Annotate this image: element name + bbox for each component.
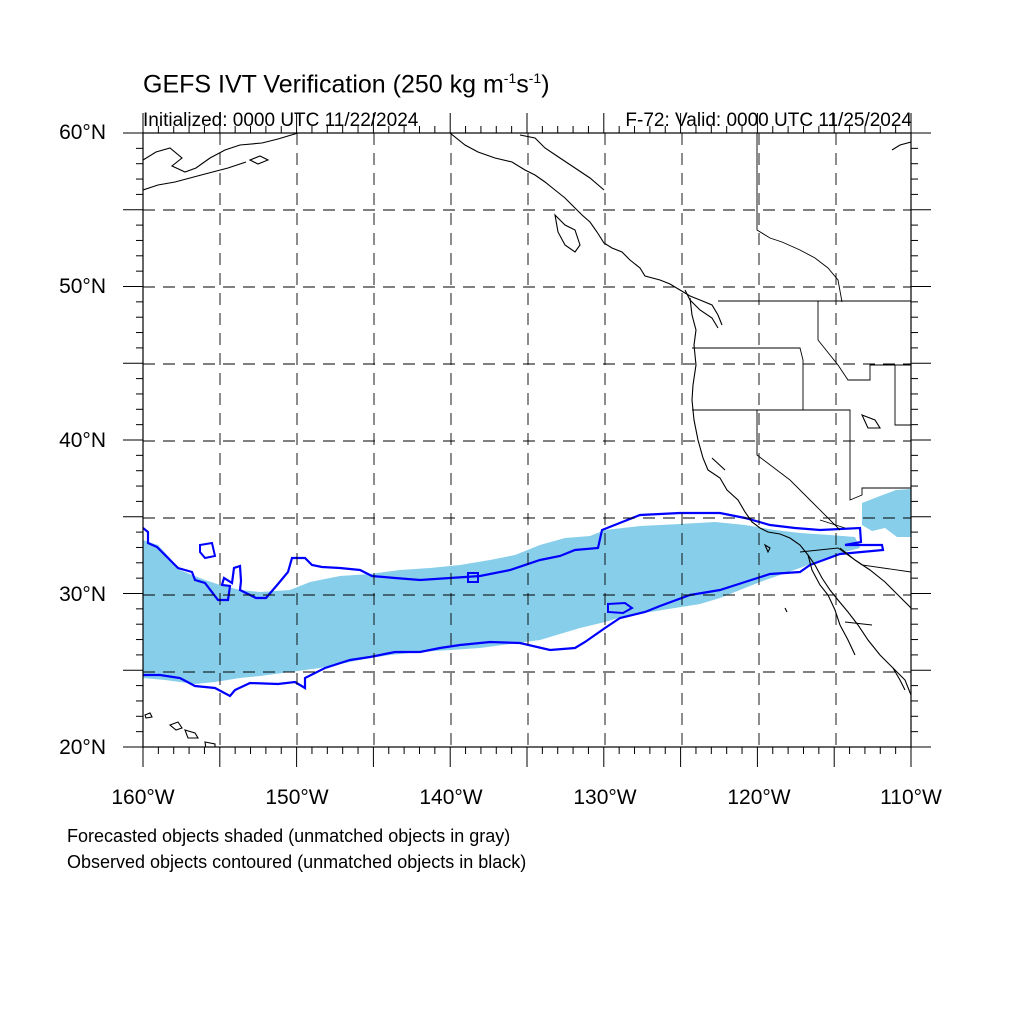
lat-lon-grid xyxy=(143,133,911,747)
axis-ticks xyxy=(123,113,931,767)
observed-ivt-contour-island-1 xyxy=(199,541,217,560)
note-observed: Observed objects contoured (unmatched ob… xyxy=(67,852,527,872)
lon-label-130w: 130°W xyxy=(573,786,637,809)
note-forecast: Forecasted objects shaded (unmatched obj… xyxy=(67,826,511,846)
title-mid: s xyxy=(516,70,529,99)
title-exp1: -1 xyxy=(503,70,517,86)
lat-label-40n: 40°N xyxy=(59,429,106,452)
lat-label-50n: 50°N xyxy=(59,275,106,298)
lon-label-110w: 110°W xyxy=(880,786,942,809)
title-exp2: -1 xyxy=(528,70,542,86)
lon-label-120w: 120°W xyxy=(727,786,791,809)
map-title: GEFS IVT Verification (250 kg m-1s-1) xyxy=(143,70,550,99)
forecast-ivt-object-east xyxy=(862,489,911,537)
political-borders xyxy=(692,133,911,626)
title-end: ) xyxy=(541,70,550,99)
lat-label-60n: 60°N xyxy=(59,121,106,144)
lon-label-150w: 150°W xyxy=(265,786,329,809)
initialized-time: Initialized: 0000 UTC 11/22/2024 xyxy=(143,110,419,131)
lat-label-30n: 30°N xyxy=(59,583,106,606)
observed-ivt-contour-island-2 xyxy=(467,572,479,583)
valid-time: F-72: Valid: 0000 UTC 11/25/2024 xyxy=(625,110,912,131)
lon-label-140w: 140°W xyxy=(419,786,483,809)
forecast-ivt-object xyxy=(143,522,860,684)
title-main: GEFS IVT Verification (250 kg m xyxy=(143,70,504,99)
observed-ivt-contour-island-3 xyxy=(607,601,634,615)
lat-label-20n: 20°N xyxy=(59,736,106,759)
coastlines xyxy=(143,133,911,747)
lon-label-160w: 160°W xyxy=(111,786,175,809)
